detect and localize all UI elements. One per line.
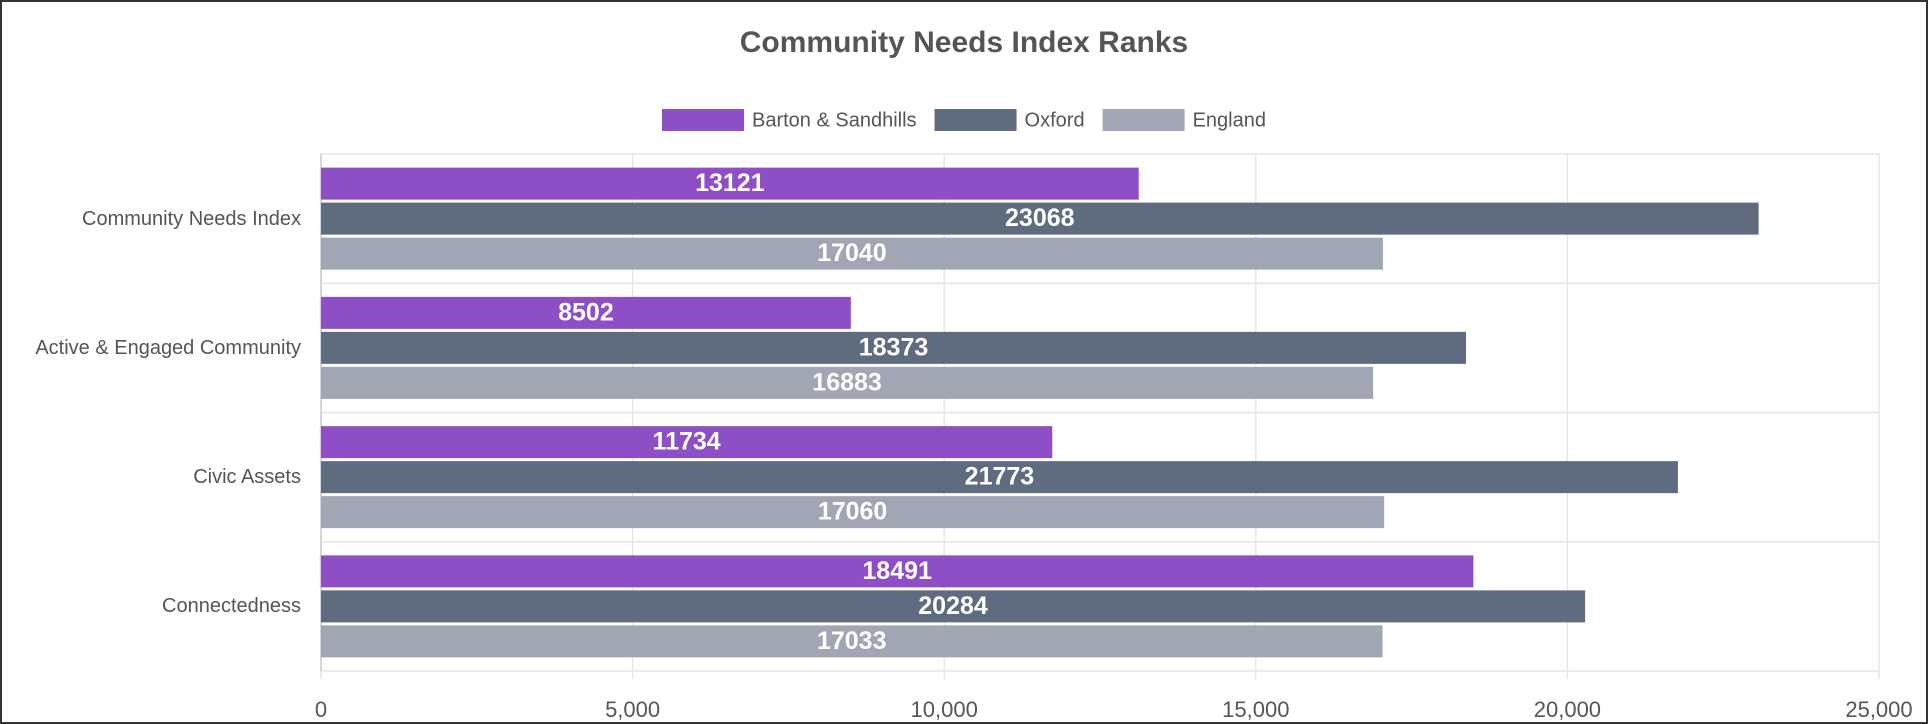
data-label: 17033 — [817, 627, 887, 655]
bar — [321, 496, 1385, 529]
legend-label: Barton & Sandhills — [752, 109, 917, 131]
data-label: 18373 — [859, 333, 929, 361]
data-label: 23068 — [1005, 204, 1075, 232]
bar — [321, 202, 1759, 235]
bar — [321, 296, 851, 329]
x-tick-label: 15,000 — [1222, 697, 1289, 722]
x-tick-label: 10,000 — [911, 697, 978, 722]
data-label: 13121 — [695, 169, 765, 197]
x-tick-label: 0 — [315, 697, 327, 722]
data-label: 11734 — [653, 428, 721, 456]
x-tick-label: 20,000 — [1534, 697, 1601, 722]
legend-swatch — [662, 109, 745, 131]
data-label: 20284 — [918, 592, 988, 620]
x-tick-label: 25,000 — [1845, 697, 1912, 722]
bar — [321, 625, 1383, 658]
y-tick-label: Community Needs Index — [82, 207, 301, 230]
y-tick-label: Active & Engaged Community — [35, 336, 301, 359]
legend-label: England — [1193, 109, 1266, 131]
y-tick-label: Civic Assets — [193, 466, 301, 489]
data-label: 8502 — [558, 298, 614, 326]
data-label: 21773 — [965, 463, 1035, 491]
bar — [321, 555, 1474, 588]
chart-title: Community Needs Index Ranks — [740, 26, 1188, 59]
bar — [321, 590, 1586, 623]
bar — [321, 366, 1374, 399]
data-label: 17060 — [818, 498, 888, 526]
bar — [321, 167, 1139, 200]
x-tick-label: 5,000 — [605, 697, 660, 722]
legend-swatch — [1102, 109, 1185, 131]
legend-swatch — [934, 109, 1017, 131]
bar — [321, 461, 1678, 494]
bar — [321, 331, 1467, 364]
data-label: 18491 — [862, 557, 932, 585]
bar — [321, 237, 1383, 270]
legend-label: Oxford — [1025, 109, 1085, 131]
data-label: 17040 — [817, 239, 887, 267]
y-tick-label: Connectedness — [162, 595, 301, 618]
bar — [321, 426, 1053, 459]
data-label: 16883 — [812, 368, 882, 396]
